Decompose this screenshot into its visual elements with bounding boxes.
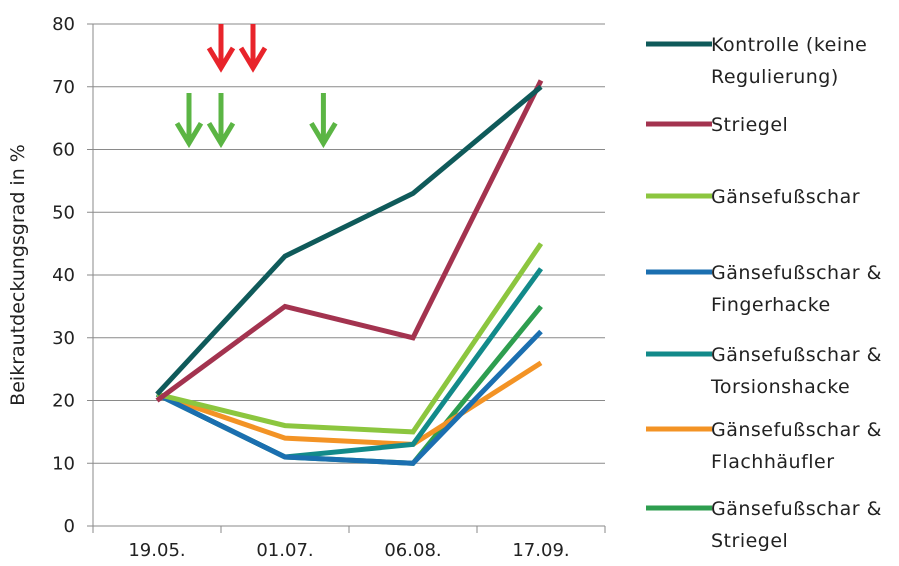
legend-label-7: Gänsefußschar & <box>711 498 882 520</box>
y-tick-label: 40 <box>52 265 75 286</box>
legend: Kontrolle (keine Regulierung) Striegel Gäns… <box>646 34 882 552</box>
series-line-4 <box>155 329 543 466</box>
legend-label-2: Striegel <box>711 114 788 136</box>
legend-label-1: Kontrolle (keine <box>711 34 867 56</box>
series-line-1 <box>155 84 543 396</box>
series-line-2 <box>155 79 544 403</box>
x-tick-label: 17.09. <box>512 540 569 561</box>
arrow-annotations <box>174 24 338 149</box>
series-line-3 <box>156 242 544 435</box>
axes <box>87 23 606 533</box>
x-tick-label: 01.07. <box>256 540 313 561</box>
y-tick-label: 20 <box>52 391 75 412</box>
y-tick-label: 60 <box>52 140 75 161</box>
legend-label-1: Regulierung) <box>711 66 839 88</box>
y-tick-label: 0 <box>64 516 75 537</box>
y-tick-labels: 0 10 20 30 40 50 60 70 80 <box>52 14 75 537</box>
red-arrow-2 <box>238 24 268 73</box>
y-tick-label: 10 <box>52 453 75 474</box>
red-arrow-1 <box>206 24 236 73</box>
legend-label-5: Torsionshacke <box>710 376 850 398</box>
y-tick-label: 30 <box>52 328 75 349</box>
green-arrow-1 <box>174 93 204 149</box>
x-tick-label: 19.05. <box>128 540 185 561</box>
y-axis-label: Beikrautdeckungsgrad in % <box>7 144 29 406</box>
green-arrow-1-head <box>174 121 204 149</box>
green-arrow-3-head <box>309 121 338 149</box>
x-tick-labels: 19.05. 01.07. 06.08. 17.09. <box>128 540 569 561</box>
legend-label-6: Flachhäufler <box>711 451 835 473</box>
red-arrow-2-head <box>238 46 268 73</box>
legend-label-4: Gänsefußschar & <box>711 262 882 284</box>
green-arrow-2 <box>206 93 236 149</box>
red-arrow-1-head <box>206 46 236 73</box>
x-tick-label: 06.08. <box>384 540 441 561</box>
series-lines <box>155 79 544 466</box>
y-tick-label: 70 <box>52 77 75 98</box>
legend-label-4: Fingerhacke <box>711 294 831 316</box>
green-arrow-2-head <box>206 121 236 149</box>
green-arrow-3 <box>309 93 338 149</box>
legend-label-6: Gänsefußschar & <box>711 419 882 441</box>
y-tick-label: 80 <box>52 14 75 35</box>
series-line-6 <box>156 360 543 447</box>
legend-label-3: Gänsefußschar <box>711 186 860 208</box>
legend-label-7: Striegel <box>711 530 788 552</box>
y-tick-label: 50 <box>52 202 75 223</box>
legend-label-5: Gänsefußschar & <box>711 344 882 366</box>
